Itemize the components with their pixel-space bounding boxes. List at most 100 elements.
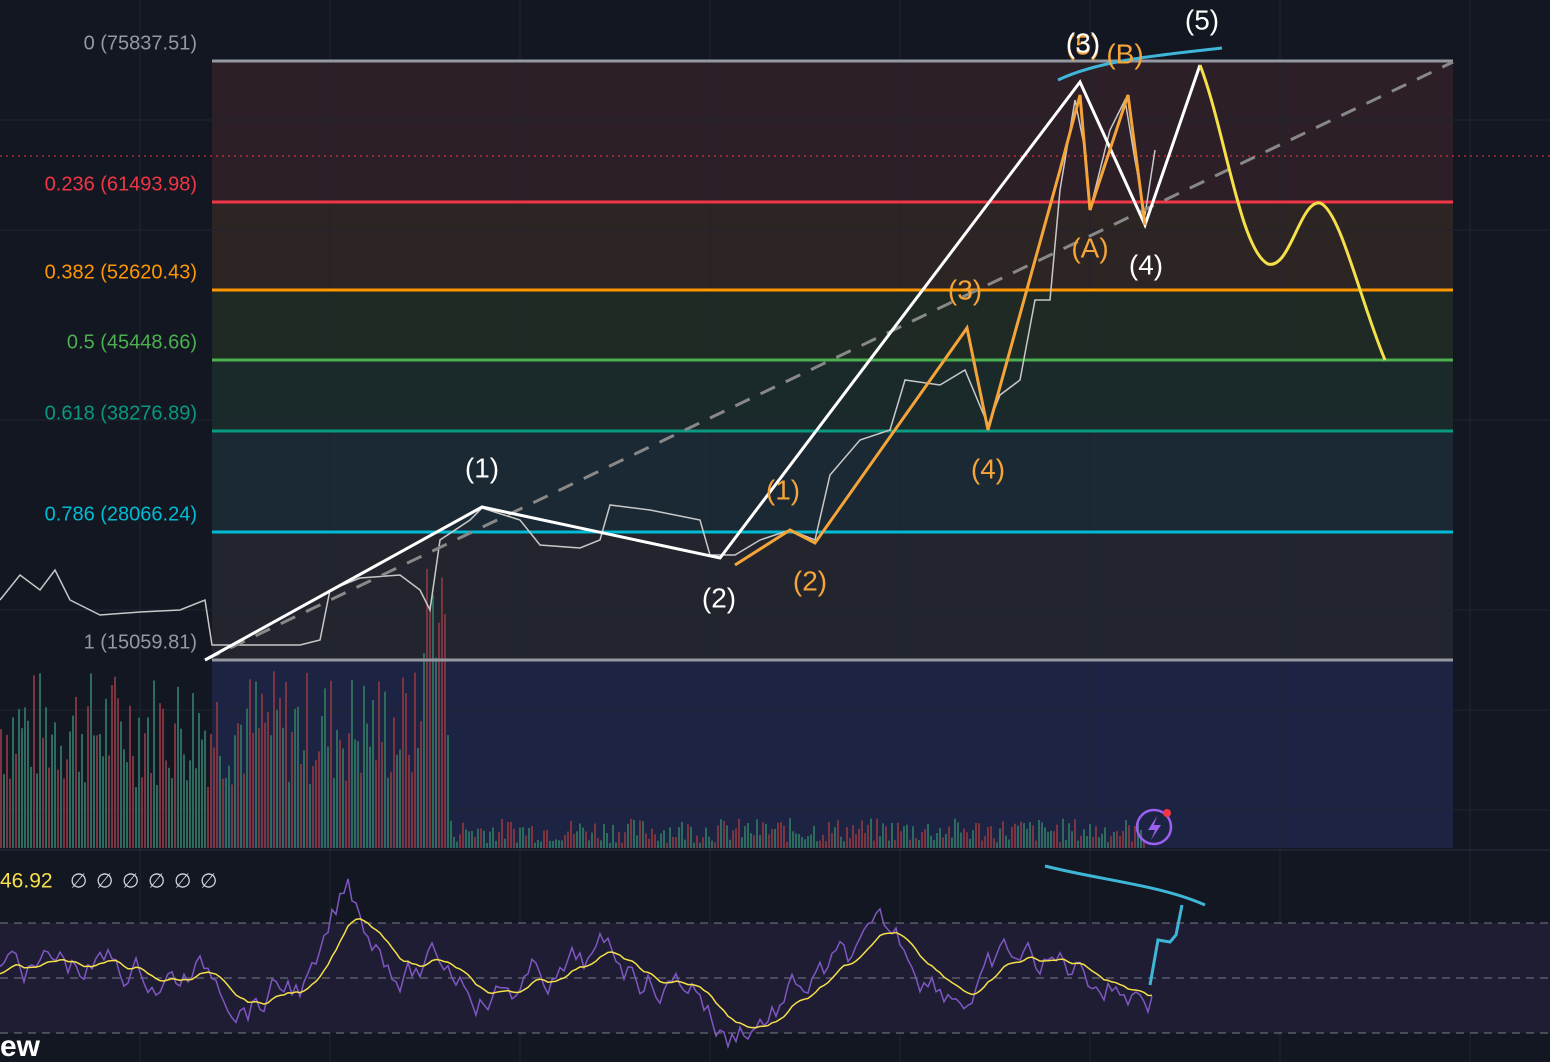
volume-bar — [135, 787, 137, 848]
volume-bar — [1020, 821, 1022, 848]
volume-bar — [771, 829, 773, 848]
volume-bar — [597, 837, 599, 848]
volume-bar — [1086, 836, 1088, 848]
volume-bar — [114, 676, 116, 848]
volume-bar — [231, 784, 233, 848]
volume-bar — [573, 834, 575, 848]
volume-bar — [219, 755, 221, 848]
volume-bar — [543, 830, 545, 848]
volume-bar — [81, 733, 83, 848]
volume-bar — [693, 842, 695, 848]
volume-bar — [1032, 825, 1034, 848]
wave-label: (5) — [1185, 4, 1219, 35]
volume-bar — [330, 680, 332, 848]
volume-bar — [723, 820, 725, 848]
fib-levels: 0 (75837.51) 0.236 (61493.98) 0.382 (52620… — [45, 32, 1453, 662]
volume-bar — [729, 839, 731, 848]
volume-bar — [663, 830, 665, 848]
volume-bar — [873, 840, 875, 848]
volume-bar — [363, 685, 365, 848]
rsi-placeholder: ∅ — [174, 870, 191, 892]
volume-bar — [15, 753, 17, 848]
volume-bar — [891, 823, 893, 848]
volume-bar — [189, 760, 191, 848]
volume-bar — [348, 733, 350, 848]
volume-bar — [759, 835, 761, 848]
volume-bar — [234, 735, 236, 848]
volume-bar — [522, 827, 524, 848]
volume-bar — [387, 777, 389, 848]
volume-bar — [735, 828, 737, 848]
volume-bar — [207, 786, 209, 848]
volume-bar — [546, 829, 548, 848]
volume-bar — [111, 684, 113, 848]
primary-wave — [204, 64, 1202, 662]
volume-bar — [339, 739, 341, 848]
volume-bar — [411, 772, 413, 848]
volume-bar — [885, 826, 887, 848]
volume-bar — [120, 721, 122, 848]
volume-bar — [1047, 831, 1049, 848]
alert-dot — [1163, 809, 1171, 817]
volume-bar — [294, 708, 296, 848]
volume-bar — [1080, 835, 1082, 848]
volume-bar — [366, 723, 368, 848]
volume-bar — [420, 721, 422, 848]
volume-bar — [726, 825, 728, 848]
rsi-placeholder: ∅ — [200, 870, 217, 892]
zone — [212, 431, 1453, 532]
volume-bar — [201, 739, 203, 848]
volume-bar — [102, 756, 104, 848]
volume-bar — [648, 838, 650, 848]
volume-bar — [654, 834, 656, 848]
volume — [0, 568, 1145, 848]
volume-bar — [984, 836, 986, 848]
volume-bar — [849, 838, 851, 848]
volume-bar — [450, 820, 452, 848]
volume-bar — [417, 747, 419, 848]
volume-bar — [210, 733, 212, 848]
volume-bar — [243, 773, 245, 848]
volume-bar — [657, 840, 659, 848]
volume-bar — [1131, 841, 1133, 848]
volume-bar — [327, 746, 329, 848]
volume-bar — [954, 818, 956, 848]
volume-bar — [720, 819, 722, 848]
volume-bar — [51, 734, 53, 848]
volume-bar — [222, 778, 224, 848]
volume-bar — [90, 673, 92, 848]
volume-bar — [285, 682, 287, 848]
fib-label: 0.618 (38276.89) — [45, 402, 197, 424]
volume-bar — [291, 731, 293, 848]
volume-bar — [633, 819, 635, 848]
trendline-top — [1057, 46, 1223, 82]
volume-bar — [216, 701, 218, 848]
volume-bar — [564, 835, 566, 848]
volume-bar — [1035, 840, 1037, 848]
volume-bar — [540, 841, 542, 848]
volume-bar — [795, 833, 797, 848]
volume-bar — [276, 709, 278, 848]
wave-label: (4) — [971, 453, 1005, 484]
volume-bar — [225, 778, 227, 848]
volume-bar — [42, 737, 44, 848]
volume-bar — [924, 829, 926, 848]
volume-bar — [171, 778, 173, 848]
volume-bar — [690, 826, 692, 848]
wave-label: (1) — [465, 452, 499, 483]
volume-bar — [483, 830, 485, 848]
zone — [212, 360, 1453, 431]
rsi-placeholder: ∅ — [122, 870, 139, 892]
fib-zones — [212, 61, 1453, 848]
volume-bar — [774, 828, 776, 848]
volume-bar — [1029, 822, 1031, 848]
alert-icon[interactable] — [1135, 808, 1173, 846]
volume-bar — [780, 822, 782, 848]
volume-bar — [576, 831, 578, 848]
volume-bar — [27, 720, 29, 848]
volume-bar — [756, 819, 758, 848]
volume-bar — [510, 821, 512, 848]
volume-bar — [258, 728, 260, 848]
volume-bar — [174, 723, 176, 848]
volume-bar — [900, 831, 902, 848]
